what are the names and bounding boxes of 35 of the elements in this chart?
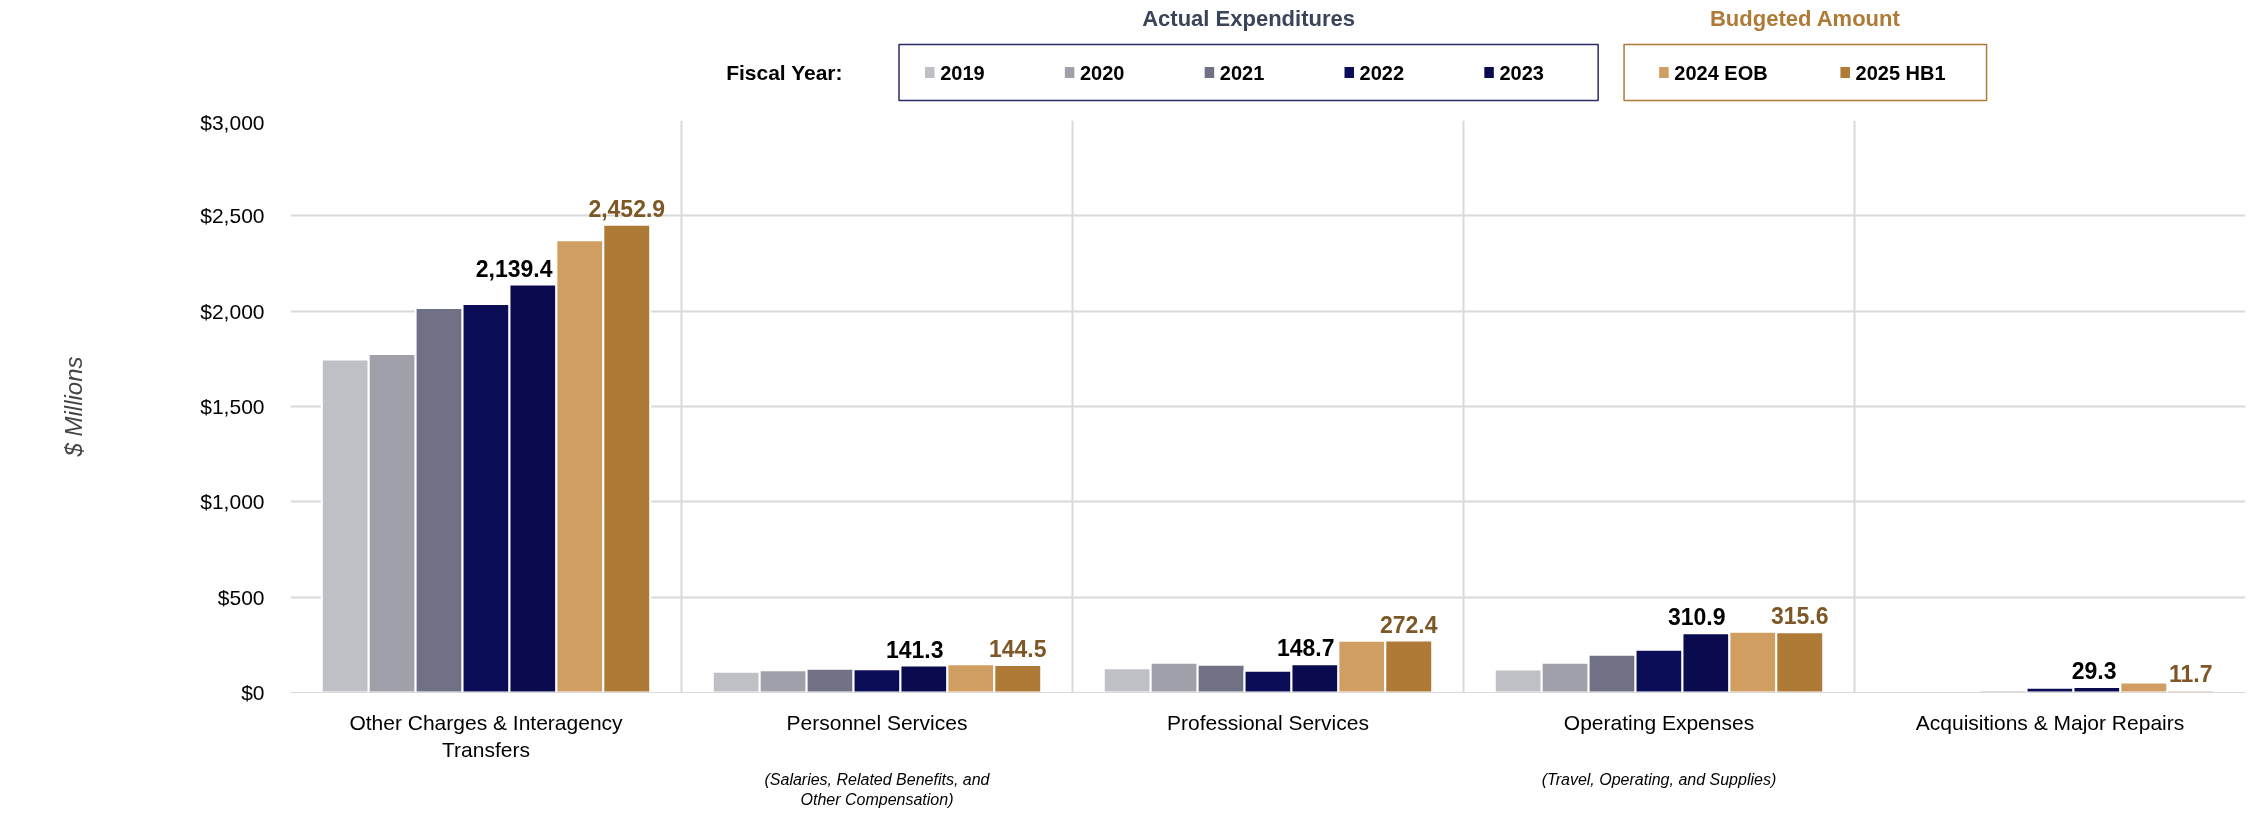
y-tick-label: $3,000: [200, 110, 265, 134]
y-tick-label: $1,500: [200, 395, 265, 418]
legend-label: 2021: [1219, 61, 1265, 84]
data-label: 272.4: [1379, 611, 1438, 638]
x-tick-label: Acquisitions & Major Repairs: [1915, 710, 2185, 734]
data-label: 148.7: [1276, 635, 1335, 662]
data-label: 144.5: [988, 635, 1047, 662]
y-tick-label: $1,000: [200, 490, 265, 514]
legend-title: Fiscal Year:: [726, 61, 843, 84]
legend-label: 2024 EOB: [1674, 61, 1768, 84]
data-label: 11.7: [2169, 661, 2213, 688]
x-tick-label: Personnel Services: [786, 710, 968, 734]
text: Budgeted Amount: [1709, 6, 1901, 31]
y-axis-title: $ Millions: [60, 356, 88, 458]
data-label: 310.9: [1667, 604, 1726, 631]
legend-label: 2022: [1359, 61, 1405, 84]
y-tick-label: $2,500: [200, 204, 265, 228]
y-tick-label: $500: [217, 585, 265, 609]
data-label: 141.3: [885, 636, 944, 663]
data-label: 2,139.4: [475, 255, 553, 282]
legend-label: 2019: [940, 61, 985, 84]
y-tick-label: $2,000: [200, 299, 265, 323]
data-label: 29.3: [2071, 657, 2117, 684]
data-label: 2,452.9: [588, 195, 666, 222]
legend-label: 2023: [1499, 61, 1544, 84]
data-label: 315.6: [1770, 603, 1829, 630]
x-tick-label: Professional Services: [1167, 710, 1369, 734]
y-tick-label: $0: [241, 681, 265, 704]
x-tick-label: Other Charges & Interagency Transfers: [349, 710, 624, 762]
text: (Salaries, Related Benefits, and Other Compensation): [764, 770, 991, 808]
text: (Travel, Operating, and Supplies): [1541, 770, 1777, 788]
x-tick-label: Operating Expenses: [1563, 710, 1755, 734]
text: Actual Expenditures: [1142, 6, 1355, 31]
legend-label: 2020: [1079, 61, 1125, 84]
legend-label: 2025 HB1: [1855, 61, 1946, 84]
